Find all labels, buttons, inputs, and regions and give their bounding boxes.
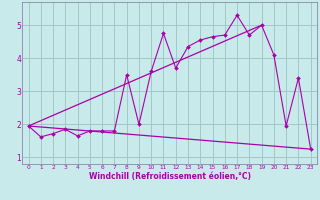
X-axis label: Windchill (Refroidissement éolien,°C): Windchill (Refroidissement éolien,°C) [89, 172, 251, 181]
